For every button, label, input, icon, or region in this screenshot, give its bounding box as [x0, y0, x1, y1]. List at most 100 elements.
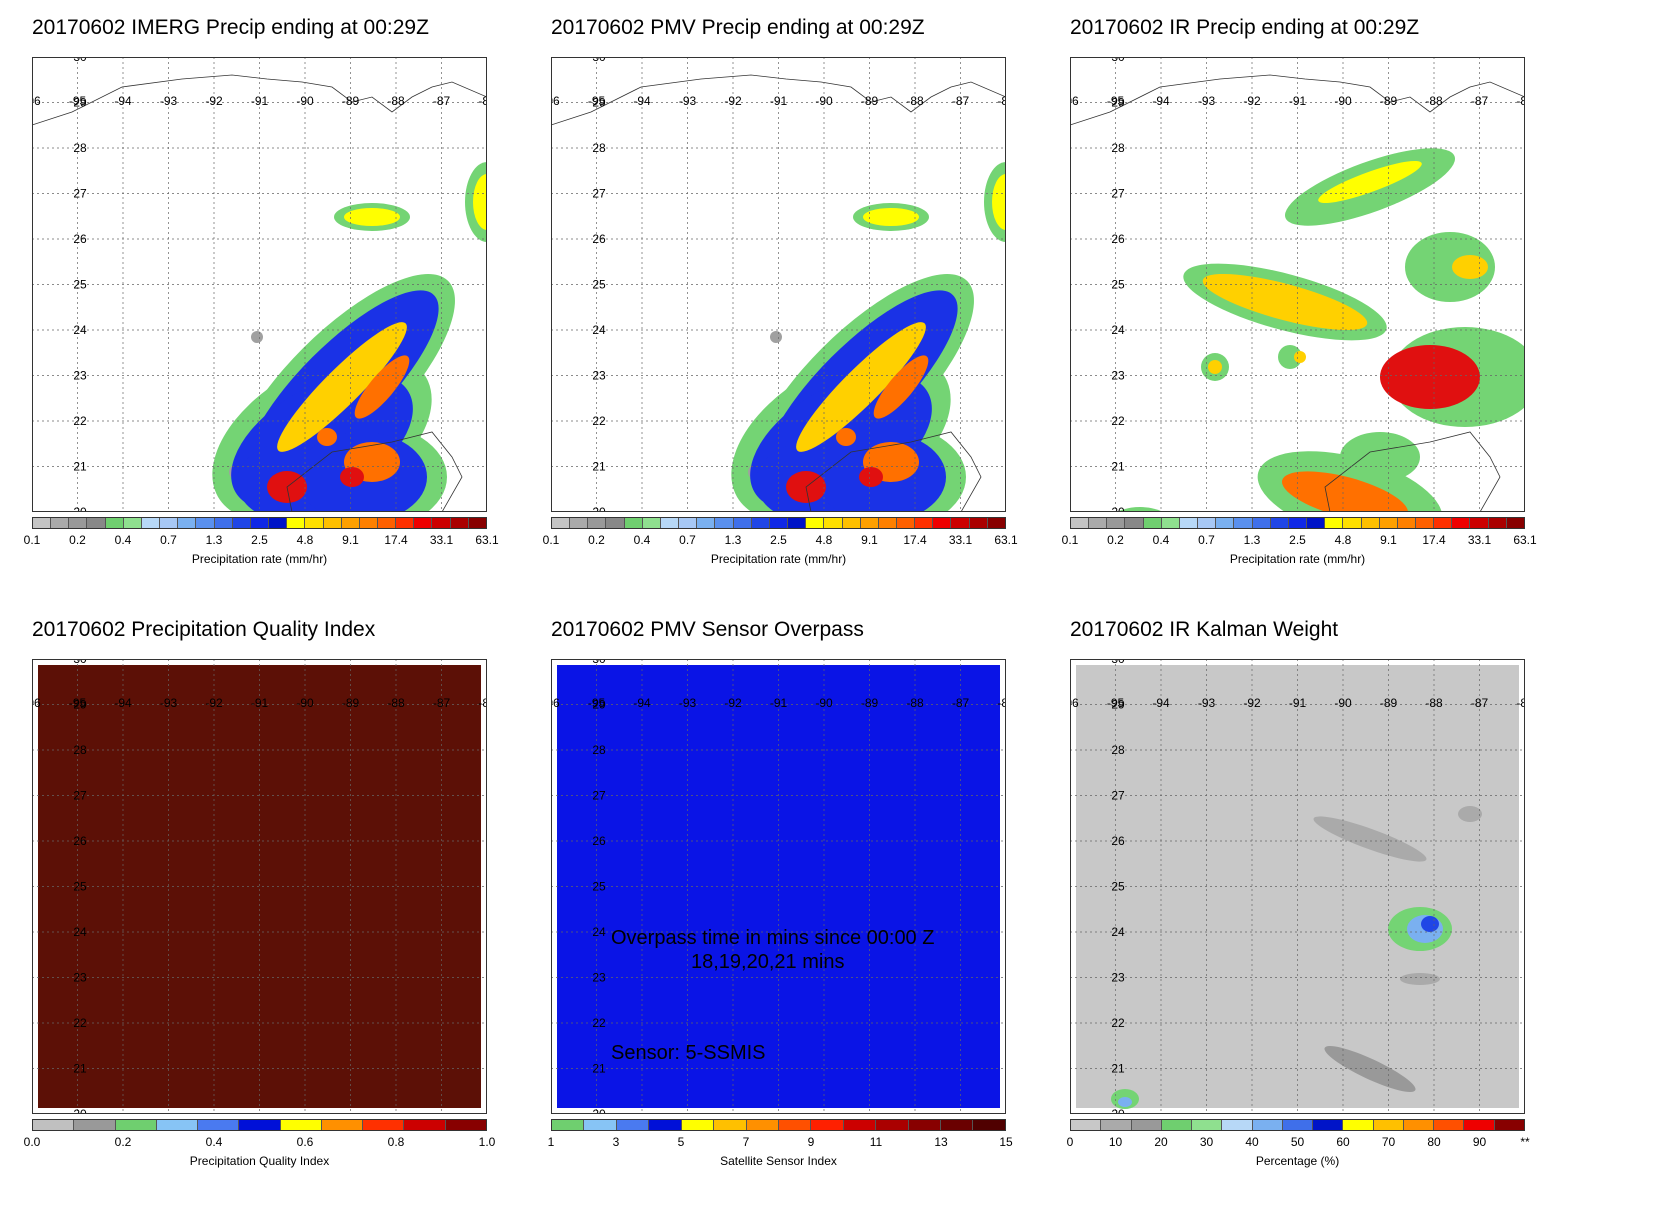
colorbar-swatch: [733, 518, 752, 528]
lat-label: 21: [1111, 460, 1125, 474]
lon-label: -87: [433, 696, 451, 710]
precip-area: [1278, 345, 1302, 369]
precip-area: [251, 331, 263, 343]
lat-label: 20: [1111, 505, 1125, 512]
colorbar-swatch: [232, 518, 251, 528]
colorbar-swatch: [198, 1120, 240, 1130]
colorbar-tick-label: 0.4: [1152, 533, 1170, 547]
lon-label: -86: [997, 94, 1006, 108]
colorbar-swatch: [1222, 1120, 1253, 1130]
lat-label: 30: [1111, 57, 1125, 64]
colorbar: [1070, 517, 1525, 529]
precip-area: [1202, 273, 1368, 331]
panel-title: 20170602 IMERG Precip ending at 00:29Z: [32, 16, 429, 39]
lat-label: 30: [73, 57, 87, 64]
colorbar: [551, 1119, 1006, 1131]
lat-label: 25: [73, 880, 87, 894]
colorbar-tick-label: 9.1: [342, 533, 359, 547]
lat-label: 30: [1111, 659, 1125, 666]
lon-label: -96: [551, 94, 560, 108]
colorbar: [32, 1119, 487, 1131]
colorbar-swatch: [160, 518, 179, 528]
precip-area: [1405, 232, 1495, 302]
colorbar-swatch: [1071, 518, 1090, 528]
colorbar-swatch: [584, 1120, 617, 1130]
colorbar-label: Percentage (%): [1255, 1154, 1340, 1168]
lat-label: 26: [73, 232, 87, 246]
colorbar-swatch: [74, 1120, 116, 1130]
lat-label: 21: [1111, 1062, 1125, 1076]
colorbar-swatch: [156, 1120, 199, 1130]
panel-title: 20170602 IR Kalman Weight: [1070, 618, 1339, 641]
lon-label: -92: [724, 94, 742, 108]
colorbar-tick-label: 0.4: [633, 533, 651, 547]
lat-label: 28: [592, 743, 606, 757]
map-panel: 20170602 IR Precip ending at 00:29Z-96-9…: [1062, 0, 1560, 570]
map-plot: -96 -95 -94 -93 -92 -91 -90 -89 -88 -87 -86 30 29 28 2…: [1070, 57, 1525, 512]
colorbar-tick-label: 5: [677, 1135, 685, 1149]
colorbar-swatch: [69, 518, 88, 528]
overpass-text: Overpass time in mins since 00:00 Z: [611, 927, 934, 949]
colorbar-swatch: [432, 518, 451, 528]
colorbar-swatch: [1252, 518, 1271, 528]
colorbar-tick-label: 0.2: [1107, 533, 1124, 547]
map-plot: -96 -95 -94 -93 -92 -91 -90 -89 -88 -87 -86 30 29 28 2…: [551, 659, 1006, 1114]
colorbar-swatch: [1282, 1120, 1314, 1130]
colorbar-tick-label: **: [1520, 1135, 1530, 1149]
lat-label: 27: [73, 187, 87, 201]
precip-area: [1208, 360, 1222, 374]
colorbar-ticks: 0 10 20 30 40 50 60 70 80 90 **: [1067, 1135, 1530, 1149]
colorbar-swatch: [363, 1120, 405, 1130]
colorbar-swatch: [87, 518, 106, 528]
lon-label: -88: [387, 94, 405, 108]
lat-label: 22: [1111, 414, 1125, 428]
colorbar-swatch: [1379, 518, 1398, 528]
lon-label: -91: [1289, 696, 1307, 710]
colorbar-swatch: [323, 518, 342, 528]
colorbar-label: Satellite Sensor Index: [720, 1154, 837, 1168]
panel-title: 20170602 PMV Precip ending at 00:29Z: [551, 16, 925, 39]
precip-area: [277, 322, 407, 452]
colorbar-tick-label: 33.1: [948, 533, 973, 547]
lon-label: -90: [296, 696, 314, 710]
colorbar-swatch: [141, 518, 161, 528]
colorbar-swatch: [660, 518, 680, 528]
colorbar-swatch: [1403, 1120, 1435, 1130]
lat-label: 24: [1111, 925, 1125, 939]
precip-area: [859, 467, 883, 487]
lat-label: 27: [592, 187, 606, 201]
map-panel: 20170602 Precipitation Quality Index-96-…: [24, 602, 522, 1172]
colorbar-tick-label: 15: [999, 1135, 1013, 1149]
colorbar-swatch: [552, 518, 571, 528]
colorbar-swatch: [715, 518, 734, 528]
colorbar-tick-label: 1.3: [205, 533, 223, 547]
colorbar-swatch: [1434, 518, 1453, 528]
lat-label: 24: [592, 323, 606, 337]
colorbar-swatch: [624, 518, 643, 528]
colorbar-tick-label: 0.4: [205, 1135, 223, 1149]
colorbar-swatch: [908, 1120, 942, 1130]
lon-label: -88: [387, 696, 405, 710]
colorbar-tick-label: 20: [1154, 1135, 1168, 1149]
lat-label: 27: [73, 789, 87, 803]
lat-label: 24: [1111, 323, 1125, 337]
precip-area: [836, 428, 856, 446]
precip-area: [1294, 351, 1306, 363]
colorbar-swatch: [987, 518, 1005, 528]
colorbar-swatch: [1125, 518, 1144, 528]
lon-label: -95: [69, 94, 87, 108]
lon-label: -96: [1070, 94, 1079, 108]
lat-label: 26: [592, 232, 606, 246]
lat-label: 28: [592, 141, 606, 155]
colorbar-tick-label: 40: [1245, 1135, 1259, 1149]
colorbar-label: Precipitation rate (mm/hr): [191, 552, 328, 566]
colorbar-swatch: [896, 518, 916, 528]
colorbar-swatch: [1252, 1120, 1283, 1130]
lon-label: -89: [861, 696, 879, 710]
lat-label: 24: [73, 323, 87, 337]
colorbar-swatch: [1361, 518, 1380, 528]
lat-label: 30: [592, 659, 606, 666]
precip-area: [796, 322, 926, 452]
lon-label: -89: [1380, 94, 1398, 108]
lat-label: 20: [1111, 1107, 1125, 1114]
